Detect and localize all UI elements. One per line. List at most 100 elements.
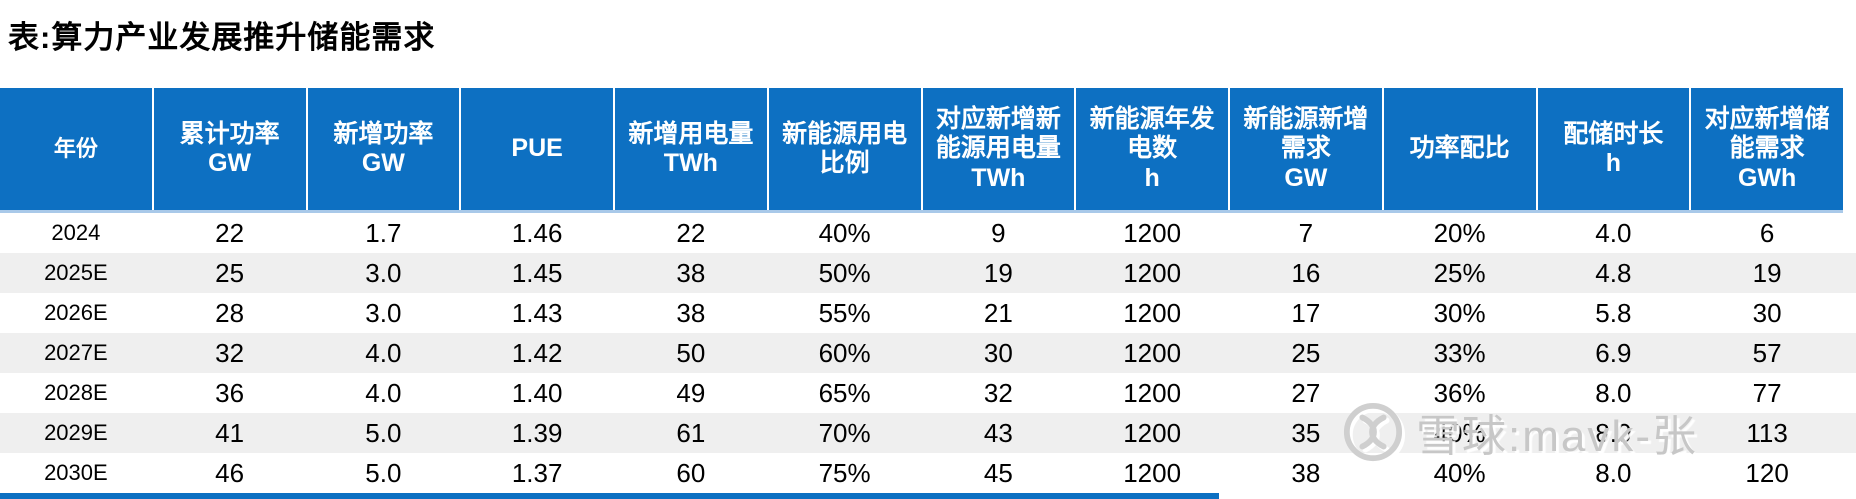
- table-cell: 33%: [1433, 337, 1486, 368]
- table-cell: 16: [1291, 257, 1321, 288]
- table-cell: 4.0: [1595, 217, 1632, 248]
- table-body: 2024 22 1.7 1.46 22 40% 9 1200 7 20% 4.0…: [0, 213, 1856, 493]
- table-cell: 8.0: [1595, 457, 1632, 488]
- table-cell: 50: [676, 337, 706, 368]
- table-cell: 1.37: [511, 457, 563, 488]
- header-cell-cumulative-power: 累计功率 GW: [153, 88, 306, 210]
- table-cell: 45: [983, 457, 1013, 488]
- table-cell: 77: [1752, 377, 1782, 408]
- year-cell: 2029E: [44, 420, 108, 445]
- table-cell: 1200: [1123, 457, 1182, 488]
- table-cell: 17: [1291, 297, 1321, 328]
- table-row: 2029E 41 5.0 1.39 61 70% 43 1200 35 40% …: [0, 413, 1856, 453]
- table-cell: 1.46: [511, 217, 563, 248]
- table-cell: 25%: [1433, 257, 1486, 288]
- table-cell: 20%: [1433, 217, 1486, 248]
- table-cell: 21: [983, 297, 1013, 328]
- table-cell: 65%: [818, 377, 871, 408]
- data-table: 年份 累计功率 GW 新增功率 GW PUE 新增用电量 TWh 新能源用电比例…: [0, 88, 1856, 493]
- table-cell: 7: [1298, 217, 1314, 248]
- header-cell-renewable-ratio: 新能源用电比例: [768, 88, 921, 210]
- table-cell: 22: [215, 217, 245, 248]
- table-cell: 40%: [1433, 417, 1486, 448]
- table-cell: 32: [215, 337, 245, 368]
- table-cell: 3.0: [365, 257, 402, 288]
- table-cell: 3.0: [365, 297, 402, 328]
- header-cell-new-power: 新增功率 GW: [307, 88, 460, 210]
- table-cell: 40%: [1433, 457, 1486, 488]
- table-cell: 1.39: [511, 417, 563, 448]
- table-cell: 1200: [1123, 377, 1182, 408]
- table-cell: 43: [983, 417, 1013, 448]
- table-cell: 30%: [1433, 297, 1486, 328]
- table-cell: 6: [1759, 217, 1775, 248]
- table-row: 2025E 25 3.0 1.45 38 50% 19 1200 16 25% …: [0, 253, 1856, 293]
- header-cell-storage-duration: 配储时长 h: [1537, 88, 1690, 210]
- header-cell-pue: PUE: [461, 88, 613, 210]
- table-cell: 1200: [1123, 297, 1182, 328]
- table-cell: 120: [1745, 457, 1789, 488]
- table-cell: 8.0: [1595, 377, 1632, 408]
- table-row: 2030E 46 5.0 1.37 60 75% 45 1200 38 40% …: [0, 453, 1843, 493]
- table-cell: 32: [983, 377, 1013, 408]
- table-cell: 8.0: [1595, 417, 1632, 448]
- table-cell: 49: [676, 377, 706, 408]
- table-cell: 1.7: [365, 217, 402, 248]
- year-cell: 2028E: [44, 380, 108, 405]
- table-cell: 1.40: [511, 377, 563, 408]
- table-cell: 19: [1752, 257, 1782, 288]
- table-cell: 4.0: [365, 377, 402, 408]
- table-cell: 38: [676, 257, 706, 288]
- table-row: 2027E 32 4.0 1.42 50 60% 30 1200 25 33% …: [0, 333, 1856, 373]
- header-cell-new-electricity: 新增用电量 TWh: [615, 88, 767, 210]
- table-bottom-border: [0, 493, 1219, 499]
- table-cell: 1200: [1123, 337, 1182, 368]
- table-cell: 1.45: [511, 257, 563, 288]
- table-cell: 1200: [1123, 217, 1182, 248]
- table-cell: 19: [983, 257, 1013, 288]
- header-cell-annual-generation-hours: 新能源年发电数 h: [1076, 88, 1228, 210]
- table-cell: 60: [676, 457, 706, 488]
- table-cell: 5.8: [1595, 297, 1632, 328]
- table-cell: 28: [215, 297, 245, 328]
- table-cell: 40%: [818, 217, 871, 248]
- header-cell-renewable-electricity: 对应新增新能源用电量 TWh: [922, 88, 1075, 210]
- table-cell: 1.42: [511, 337, 563, 368]
- table-cell: 55%: [818, 297, 871, 328]
- year-cell: 2025E: [44, 260, 108, 285]
- table-cell: 1.43: [511, 297, 563, 328]
- table-cell: 6.9: [1595, 337, 1632, 368]
- table-cell: 50%: [818, 257, 871, 288]
- table-cell: 22: [676, 217, 706, 248]
- table-cell: 70%: [818, 417, 871, 448]
- table-cell: 38: [676, 297, 706, 328]
- header-cell-storage-demand: 对应新增储能需求 GWh: [1691, 88, 1843, 210]
- table-row: 2028E 36 4.0 1.40 49 65% 32 1200 27 36% …: [0, 373, 1843, 413]
- header-cell-power-ratio: 功率配比: [1383, 88, 1536, 210]
- page-title: 表:算力产业发展推升储能需求: [8, 20, 436, 55]
- table-cell: 57: [1752, 337, 1782, 368]
- header-cell-year: 年份: [0, 88, 152, 210]
- table-cell: 4.8: [1595, 257, 1632, 288]
- table-cell: 61: [676, 417, 706, 448]
- table-cell: 60%: [818, 337, 871, 368]
- table-cell: 5.0: [365, 457, 402, 488]
- table-cell: 35: [1291, 417, 1321, 448]
- table-cell: 38: [1291, 457, 1321, 488]
- table-cell: 36%: [1433, 377, 1486, 408]
- table-cell: 30: [1752, 297, 1782, 328]
- table-cell: 113: [1746, 417, 1788, 448]
- table-cell: 36: [215, 377, 245, 408]
- table-cell: 1200: [1123, 257, 1182, 288]
- year-cell: 2027E: [44, 340, 108, 365]
- table-cell: 1200: [1123, 417, 1182, 448]
- table-cell: 4.0: [365, 337, 402, 368]
- table-row: 2024 22 1.7 1.46 22 40% 9 1200 7 20% 4.0…: [0, 213, 1843, 253]
- year-cell: 2024: [51, 220, 101, 245]
- header-cell-renewable-new-demand: 新能源新增需求 GW: [1230, 88, 1382, 210]
- table-cell: 5.0: [365, 417, 402, 448]
- table-cell: 30: [983, 337, 1013, 368]
- table-cell: 9: [991, 217, 1006, 248]
- table-cell: 27: [1291, 377, 1321, 408]
- table-header-row: 年份 累计功率 GW 新增功率 GW PUE 新增用电量 TWh 新能源用电比例…: [0, 88, 1843, 213]
